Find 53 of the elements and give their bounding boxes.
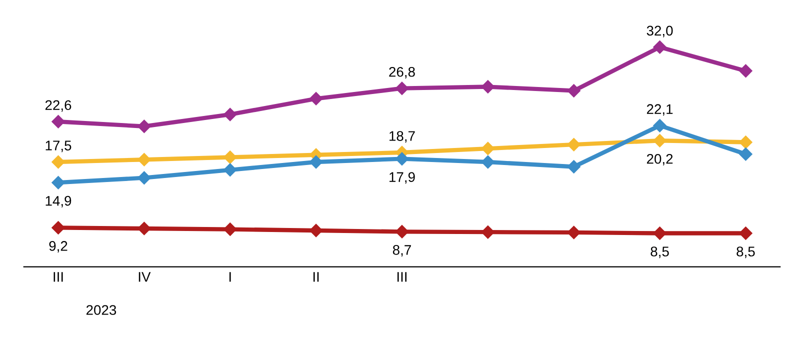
point	[653, 118, 666, 132]
data-label: 9,2	[49, 241, 68, 253]
data-label: 8,5	[650, 246, 669, 258]
data-label: 32,0	[646, 26, 673, 38]
point	[52, 155, 65, 169]
data-label: 8,7	[392, 245, 411, 256]
data-label: 8,5	[736, 246, 755, 258]
point	[567, 226, 580, 240]
point	[739, 226, 752, 240]
data-label: 17,5	[46, 140, 72, 152]
point	[309, 155, 323, 169]
point	[224, 222, 237, 236]
data-label: 26,8	[389, 66, 415, 78]
data-label: 18,7	[390, 131, 415, 143]
point	[52, 115, 65, 128]
x-tick-label: III	[397, 272, 406, 282]
point	[224, 150, 237, 164]
point	[395, 152, 409, 166]
point	[138, 171, 151, 184]
x-tick-label: I	[229, 272, 231, 282]
data-label: 22,6	[45, 100, 72, 112]
point	[395, 225, 409, 238]
point	[138, 120, 151, 133]
data-label: 14,9	[46, 196, 72, 208]
point	[481, 155, 494, 169]
point	[739, 147, 752, 161]
data-label: 17,9	[390, 172, 415, 184]
data-label: 22,1	[646, 104, 673, 116]
point	[567, 84, 580, 98]
point	[138, 222, 151, 236]
point	[224, 163, 237, 177]
point	[653, 40, 666, 54]
point	[309, 224, 323, 238]
point	[567, 160, 580, 174]
point	[739, 136, 752, 149]
x-tick-label: II	[313, 272, 319, 282]
point	[653, 134, 666, 148]
x-tick-label: III	[54, 272, 63, 282]
point	[224, 108, 237, 122]
x-tick-label: IV	[138, 272, 151, 282]
point	[739, 64, 752, 78]
point	[52, 176, 65, 190]
text: 2023	[86, 305, 116, 315]
point	[653, 226, 666, 240]
point	[481, 80, 494, 94]
point	[309, 92, 323, 106]
point	[481, 142, 494, 156]
point	[138, 153, 151, 166]
point	[52, 221, 65, 234]
point	[567, 138, 580, 152]
data-label: 20,2	[646, 154, 673, 166]
point	[481, 225, 494, 239]
point	[395, 82, 409, 95]
